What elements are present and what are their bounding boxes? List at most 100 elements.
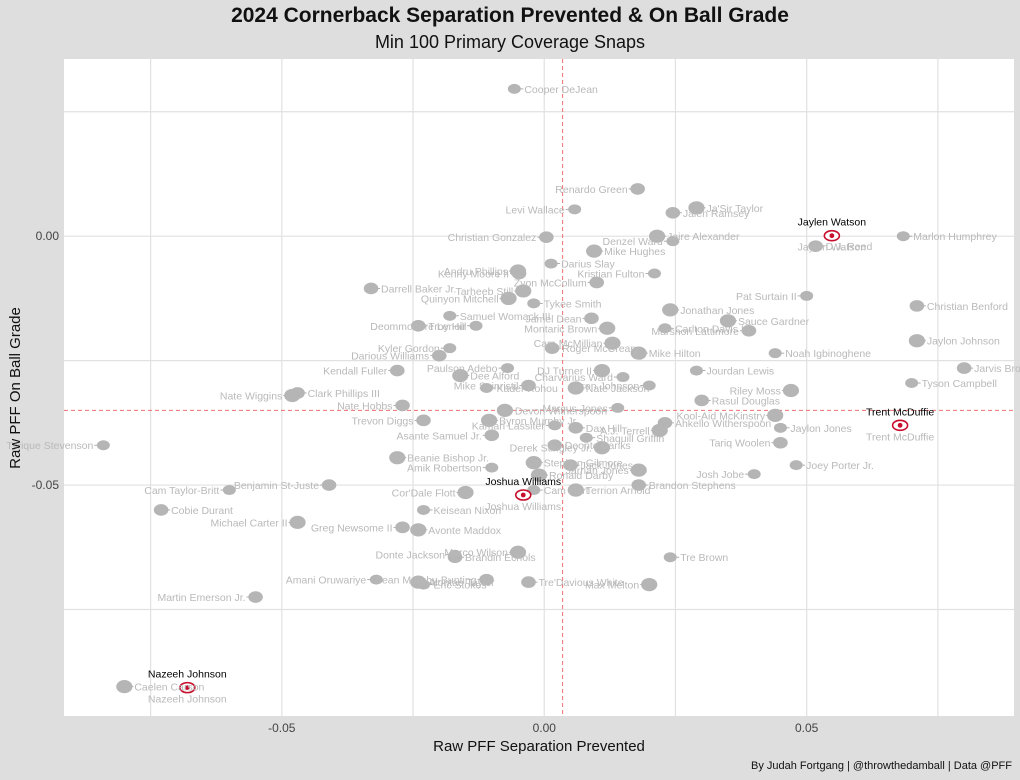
point-marker [568, 204, 582, 215]
point-label: Kyler Gordon [378, 343, 440, 355]
x-tick-label: -0.05 [268, 721, 296, 735]
point-label: Jarvis Brownlee Jr. [974, 363, 1020, 375]
point-label: Mike Hilton [649, 348, 701, 360]
point-label: Ahkello Witherspoon [675, 418, 771, 430]
point-marker [485, 462, 499, 473]
point-marker [567, 381, 584, 395]
point-marker [527, 298, 541, 309]
point-label: Brandon Stephens [649, 480, 736, 492]
point-marker [909, 300, 925, 312]
point-marker [589, 276, 605, 289]
point-label: Rasul Douglas [712, 395, 780, 407]
point-label: Kamari Lassiter [472, 420, 545, 432]
point-label: Kristian Fulton [577, 269, 644, 281]
point-label: Trevon Diggs [351, 415, 413, 427]
point-label: Mike Sainristil [454, 381, 519, 393]
point-label: Sauce Gardner [738, 316, 810, 328]
point-marker [507, 83, 521, 94]
point-label: Andru Phillips [444, 266, 508, 278]
point-marker [443, 310, 457, 321]
plot-area [64, 59, 1014, 716]
point-label: Amik Robertson [407, 463, 482, 475]
point-labels: Cooper DeJean Renardo Green Ja'Sir Taylor L… [6, 84, 1020, 706]
point-label: Deommodore Lenoir [370, 321, 466, 333]
point-label: Keisean Nixon [434, 505, 502, 517]
point-label: Clark Phillips III [308, 388, 380, 400]
point-marker [651, 423, 668, 437]
point-label: Eric Stokes [434, 580, 487, 592]
point-label: Jonathan Jones [680, 305, 754, 317]
point-label-shadow: Trent McDuffie [866, 431, 934, 443]
point-label: Cobie Durant [171, 505, 233, 517]
point-marker [469, 320, 483, 331]
point-marker [417, 504, 431, 515]
point-label: Paulson Adebo [427, 363, 498, 375]
point-marker [452, 368, 469, 383]
point-label: Mike Hughes [604, 246, 665, 258]
point-label: Marlon Humphrey [913, 231, 997, 243]
point-label: Ja'Sir Taylor [706, 203, 763, 215]
point-label: Joey Porter Jr. [806, 460, 874, 472]
point-label: Darious Williams [351, 351, 429, 363]
point-label: Beanie Bishop Jr. [407, 453, 489, 465]
point-marker [694, 394, 710, 407]
point-label: Amani Oruwariye [286, 575, 367, 587]
point-marker [630, 463, 647, 477]
point-label: DJ Turner II [537, 366, 592, 378]
point-marker [563, 459, 578, 471]
point-label: Dax Hill [586, 423, 622, 435]
point-label: Cooper DeJean [524, 84, 598, 96]
point-marker [719, 314, 737, 328]
point-marker [662, 303, 679, 317]
point-marker [547, 439, 563, 452]
point-label: Jaylon Jones [790, 423, 851, 435]
point-label: Stephon Gilmore [544, 458, 623, 470]
point-marker [416, 414, 431, 427]
point-marker [747, 469, 761, 480]
point-label: Caelen Carson [134, 682, 204, 694]
point-label: Derek Stingley Jr. [510, 443, 592, 455]
point-marker [593, 363, 611, 378]
point-marker [530, 468, 548, 482]
point-marker [767, 408, 784, 422]
point-marker [642, 380, 656, 391]
point-label: Nate Hobbs [337, 400, 392, 412]
highlight-point-label: Nazeeh Johnson [148, 669, 227, 681]
point-marker [905, 378, 919, 389]
axis-ticks: -0.05 0.00 0.05 0.00 -0.05 [32, 229, 819, 735]
point-marker [630, 183, 645, 195]
point-marker [496, 403, 513, 417]
point-label: Renardo Green [555, 184, 628, 196]
point-marker [447, 551, 463, 564]
point-label: Darius Slay [561, 259, 615, 271]
point-marker [567, 483, 584, 497]
point-label: Kader Kohou [497, 383, 558, 395]
point-marker [284, 388, 301, 403]
point-label: Martin Emerson Jr. [157, 592, 245, 604]
point-marker [289, 515, 306, 529]
point-label: Quinyon Mitchell [421, 293, 499, 305]
point-marker [363, 282, 379, 295]
point-marker [500, 291, 517, 306]
highlight-marker-center [897, 422, 903, 428]
point-marker [480, 382, 494, 393]
point-marker [647, 268, 661, 279]
point-label: Jaire Alexander [667, 231, 740, 243]
point-label: Cam Hart [544, 485, 589, 497]
point-label: Jack Jones [580, 460, 633, 472]
point-marker [521, 576, 536, 588]
point-marker [410, 319, 426, 332]
highlight-marker-center [829, 233, 835, 239]
point-marker [782, 383, 800, 398]
point-marker [389, 364, 405, 377]
point-label: Brandin Echols [465, 552, 536, 564]
point-label: D.J. Reed [826, 241, 873, 253]
point-marker [321, 479, 337, 491]
point-marker [525, 456, 542, 470]
point-label: Jaylon Johnson [927, 336, 1000, 348]
point-marker [548, 420, 562, 431]
point-label: Christian Gonzalez [448, 232, 537, 244]
point-marker [481, 413, 498, 427]
point-label: Darrell Baker Jr. [381, 283, 456, 295]
